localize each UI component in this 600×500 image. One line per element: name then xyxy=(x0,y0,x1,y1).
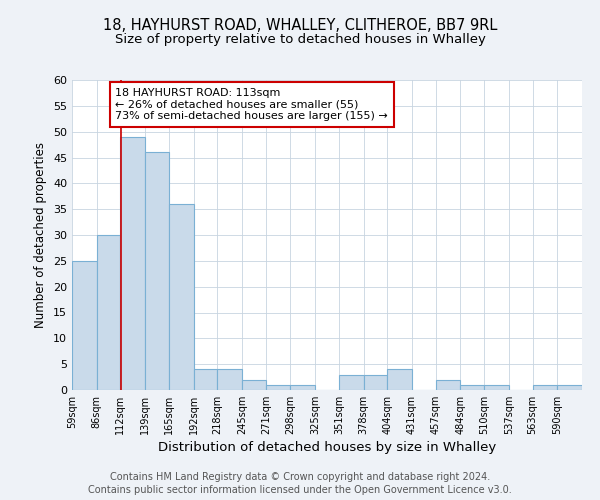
Text: 18, HAYHURST ROAD, WHALLEY, CLITHEROE, BB7 9RL: 18, HAYHURST ROAD, WHALLEY, CLITHEROE, B… xyxy=(103,18,497,32)
Bar xyxy=(121,137,145,390)
Bar xyxy=(339,374,364,390)
Bar xyxy=(217,370,242,390)
Bar xyxy=(194,370,217,390)
Text: Contains public sector information licensed under the Open Government Licence v3: Contains public sector information licen… xyxy=(88,485,512,495)
Bar xyxy=(533,385,557,390)
Text: Contains HM Land Registry data © Crown copyright and database right 2024.: Contains HM Land Registry data © Crown c… xyxy=(110,472,490,482)
Bar xyxy=(388,370,412,390)
Bar xyxy=(290,385,315,390)
Bar xyxy=(364,374,388,390)
Bar xyxy=(72,261,97,390)
Bar xyxy=(484,385,509,390)
Bar xyxy=(242,380,266,390)
Text: Size of property relative to detached houses in Whalley: Size of property relative to detached ho… xyxy=(115,32,485,46)
Text: 18 HAYHURST ROAD: 113sqm
← 26% of detached houses are smaller (55)
73% of semi-d: 18 HAYHURST ROAD: 113sqm ← 26% of detach… xyxy=(115,88,388,121)
Y-axis label: Number of detached properties: Number of detached properties xyxy=(34,142,47,328)
Bar xyxy=(97,235,121,390)
X-axis label: Distribution of detached houses by size in Whalley: Distribution of detached houses by size … xyxy=(158,441,496,454)
Bar xyxy=(436,380,460,390)
Bar xyxy=(266,385,290,390)
Bar xyxy=(460,385,484,390)
Bar xyxy=(169,204,194,390)
Bar xyxy=(145,152,169,390)
Bar xyxy=(557,385,582,390)
